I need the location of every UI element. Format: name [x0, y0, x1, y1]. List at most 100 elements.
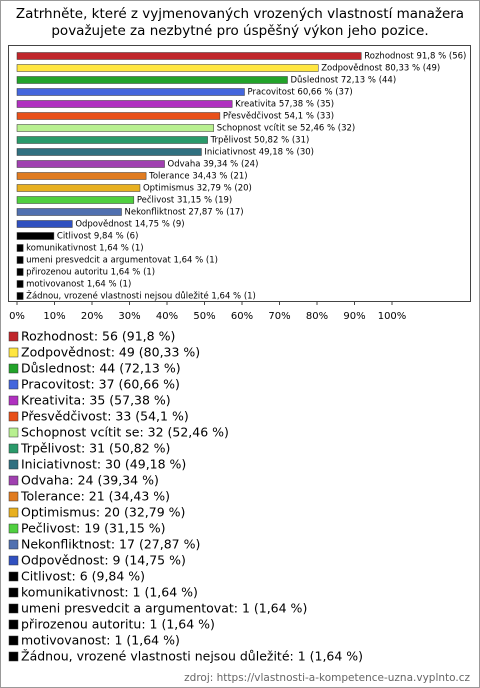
bar: [16, 76, 288, 84]
legend-swatch: [8, 635, 19, 646]
legend-label: Rozhodnost: 56 (91,8 %): [21, 329, 175, 344]
value-label: přirozenou autoritu 1,64 % (1): [26, 268, 155, 278]
legend-swatch: [8, 459, 19, 470]
x-tick-label: 60%: [231, 311, 253, 322]
legend-swatch: [8, 347, 19, 358]
value-label: Schopnost vcítit se 52,46 % (32): [217, 124, 356, 134]
value-label: Tolerance 34,43 % (21): [148, 172, 248, 182]
legend-label: Pečlivost: 19 (31,15 %): [21, 521, 166, 536]
value-label: Iniciativnost 49,18 % (30): [204, 148, 314, 158]
value-label: Citlivost 9,84 % (6): [57, 232, 138, 242]
bar: [16, 124, 214, 132]
bar: [16, 208, 122, 216]
value-label: Důslednost 72,13 % (44): [290, 75, 396, 86]
x-tick-label: 40%: [156, 311, 178, 322]
bar: [16, 292, 24, 300]
legend-swatch: [8, 571, 19, 582]
bar: [16, 112, 221, 120]
legend-swatch: [8, 555, 19, 566]
x-tick-label: 20%: [81, 311, 103, 322]
bar: [16, 100, 233, 108]
legend-label: Odvaha: 24 (39,34 %): [21, 473, 159, 488]
value-label: Odpovědnost 14,75 % (9): [75, 220, 184, 230]
legend-label: Důslednost: 44 (72,13 %): [21, 361, 181, 376]
bar: [16, 232, 55, 240]
legend-label: Nekonfliktnost: 17 (27,87 %): [21, 537, 200, 552]
legend-swatch: [8, 603, 19, 614]
bar: [16, 52, 362, 60]
bar: [16, 268, 24, 276]
legend-swatch: [8, 523, 19, 534]
legend-swatch: [8, 587, 19, 598]
x-tick-label: 50%: [193, 311, 215, 322]
bar: [16, 172, 147, 180]
legend-swatch: [8, 651, 19, 662]
legend-swatch: [8, 363, 19, 374]
legend-swatch: [8, 395, 19, 406]
value-label: Odvaha 39,34 % (24): [168, 160, 259, 170]
x-tick-label: 10%: [43, 311, 65, 322]
legend-swatch: [8, 507, 19, 518]
value-label: Rozhodnost 91,8 % (56): [364, 52, 466, 62]
value-label: umeni presvedcit a argumentovat 1,64 % (…: [26, 256, 218, 266]
x-tick-label: 30%: [118, 311, 140, 322]
bar: [16, 244, 24, 252]
value-label: Nekonfliktnost 27,87 % (17): [125, 208, 244, 218]
bar: [16, 148, 202, 156]
value-label: Pečlivost 31,15 % (19): [137, 195, 232, 206]
bar: [16, 196, 135, 204]
x-tick-label: 100%: [378, 311, 407, 322]
bar: [16, 136, 208, 144]
x-tick-label: 70%: [268, 311, 290, 322]
bar: [16, 256, 24, 264]
legend-swatch: [8, 331, 19, 342]
x-tick-label: 90%: [343, 311, 365, 322]
value-label: Přesvědčivost 54,1 % (33): [223, 111, 334, 122]
chart-title: Zatrhněte, které z vyjmenovaných vrozený…: [16, 6, 464, 22]
legend-label: umeni presvedcit a argumentovat: 1 (1,64…: [21, 601, 307, 616]
x-tick-label: 0%: [9, 311, 25, 322]
source: zdroj: https://vlastnosti-a-kompetence-u…: [184, 672, 470, 684]
legend-label: Iniciativnost: 30 (49,18 %): [21, 457, 186, 472]
value-label: motivovanost 1,64 % (1): [26, 280, 131, 290]
value-label: Kreativita 57,38 % (35): [235, 100, 334, 110]
value-label: Optimismus 32,79 % (20): [143, 184, 252, 194]
value-label: Pracovitost 60,66 % (37): [247, 88, 352, 98]
x-tick-label: 80%: [306, 311, 328, 322]
legend-label: Trpělivost: 31 (50,82 %): [20, 441, 170, 456]
legend-label: Tolerance: 21 (34,43 %): [20, 489, 170, 504]
legend-swatch: [8, 619, 19, 630]
bar: [16, 280, 24, 288]
legend-label: Citlivost: 6 (9,84 %): [21, 569, 145, 584]
legend-swatch: [8, 427, 19, 438]
legend-swatch: [8, 475, 19, 486]
bar: [16, 64, 319, 72]
legend-label: Schopnost vcítit se: 32 (52,46 %): [21, 425, 229, 440]
value-label: Zodpovědnost 80,33 % (49): [321, 64, 440, 74]
bar: [16, 88, 245, 96]
legend-label: motivovanost: 1 (1,64 %): [21, 633, 180, 648]
legend-swatch: [8, 443, 19, 454]
legend-label: Pracovitost: 37 (60,66 %): [21, 377, 180, 392]
bar: [16, 160, 165, 168]
chart-title: považujete za nezbytné pro úspěšný výkon…: [51, 23, 428, 39]
legend-label: komunikativnost: 1 (1,64 %): [21, 585, 198, 600]
legend-label: Kreativita: 35 (57,38 %): [21, 393, 171, 408]
bar: [16, 220, 73, 228]
legend-swatch: [8, 379, 19, 390]
legend-label: Přesvědčivost: 33 (54,1 %): [21, 409, 189, 424]
value-label: komunikativnost 1,64 % (1): [26, 244, 143, 254]
legend-label: Odpovědnost: 9 (14,75 %): [21, 553, 186, 568]
legend-label: Zodpovědnost: 49 (80,33 %): [21, 345, 200, 360]
legend-swatch: [8, 491, 19, 502]
bar: [16, 184, 141, 192]
legend-swatch: [8, 539, 19, 550]
legend-label: přirozenou autoritu: 1 (1,64 %): [21, 617, 215, 632]
value-label: Žádnou, vrozené vlastnosti nejsou důleži…: [26, 290, 256, 302]
legend-label: Optimismus: 20 (32,79 %): [21, 505, 185, 520]
value-label: Trpělivost 50,82 % (31): [210, 136, 310, 146]
legend-swatch: [8, 411, 19, 422]
legend-label: Žádnou, vrozené vlastnosti nejsou důleži…: [21, 649, 363, 664]
